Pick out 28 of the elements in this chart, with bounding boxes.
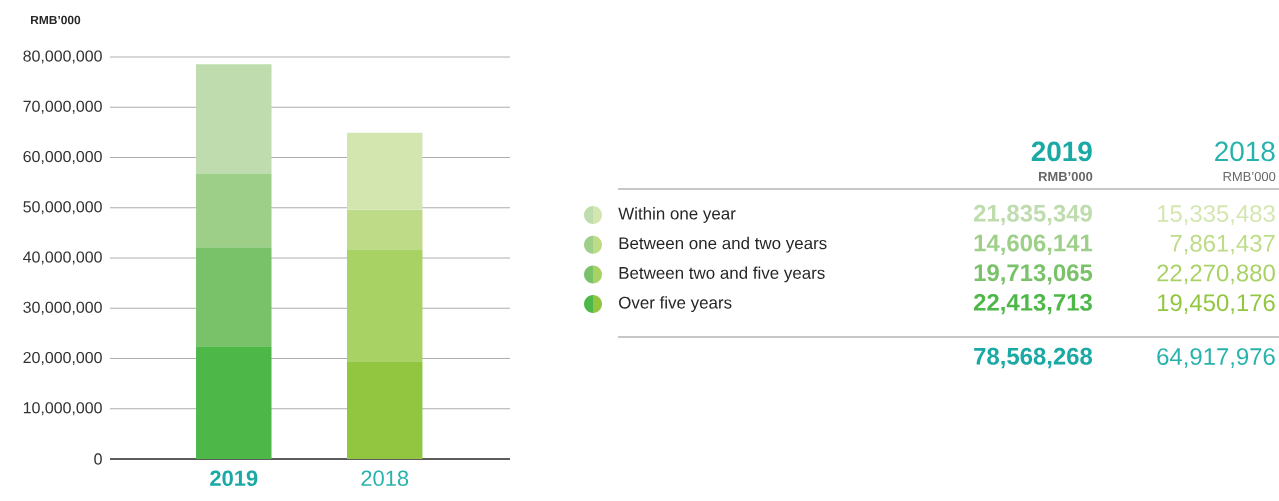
legend-label: Between one and two years — [619, 236, 827, 253]
y-axis-title: RMB’000 — [31, 15, 81, 25]
legend-label: Over five years — [619, 296, 732, 312]
y-tick-label: 40,000,000 — [23, 251, 102, 265]
text: 15,335,483 — [1157, 205, 1275, 225]
text: RMB’000 — [1038, 171, 1093, 182]
text: RMB’000 — [1223, 171, 1276, 182]
text: 7,861,437 — [1170, 234, 1275, 255]
y-tick-label: 30,000,000 — [23, 301, 102, 315]
text: 22,270,880 — [1157, 264, 1275, 285]
category-label: 2019 — [1031, 141, 1092, 162]
category-label: 2018 — [1215, 141, 1275, 162]
text: 22,413,713 — [973, 293, 1092, 315]
y-tick-label: 50,000,000 — [23, 201, 102, 215]
legend-label: Within one year — [618, 207, 736, 223]
text: 21,835,349 — [973, 204, 1092, 226]
text: 64,917,976 — [1157, 348, 1275, 368]
text: 14,606,141 — [974, 234, 1093, 255]
legend-label: Between two and five years — [619, 266, 825, 283]
y-tick-label: 20,000,000 — [23, 351, 102, 366]
y-tick-label: 70,000,000 — [23, 100, 102, 114]
y-tick-label: 60,000,000 — [23, 150, 102, 165]
text: 19,450,176 — [1157, 294, 1275, 314]
text: 19,713,065 — [974, 264, 1093, 285]
y-tick-label: 80,000,000 — [23, 50, 102, 64]
text: 78,568,268 — [974, 347, 1093, 369]
y-tick-label: 10,000,000 — [23, 402, 102, 416]
y-tick-label: 0 — [94, 453, 102, 465]
